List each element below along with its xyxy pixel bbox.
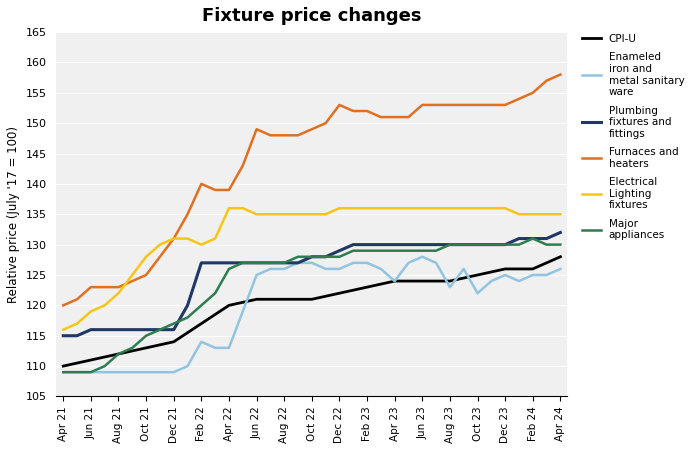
- Legend: CPI-U, Enameled
iron and
metal sanitary
ware, Plumbing
fixtures and
fittings, Fu: CPI-U, Enameled iron and metal sanitary …: [578, 30, 689, 244]
- Title: Fixture price changes: Fixture price changes: [202, 7, 422, 25]
- Y-axis label: Relative price (July '17 = 100): Relative price (July '17 = 100): [7, 126, 20, 303]
